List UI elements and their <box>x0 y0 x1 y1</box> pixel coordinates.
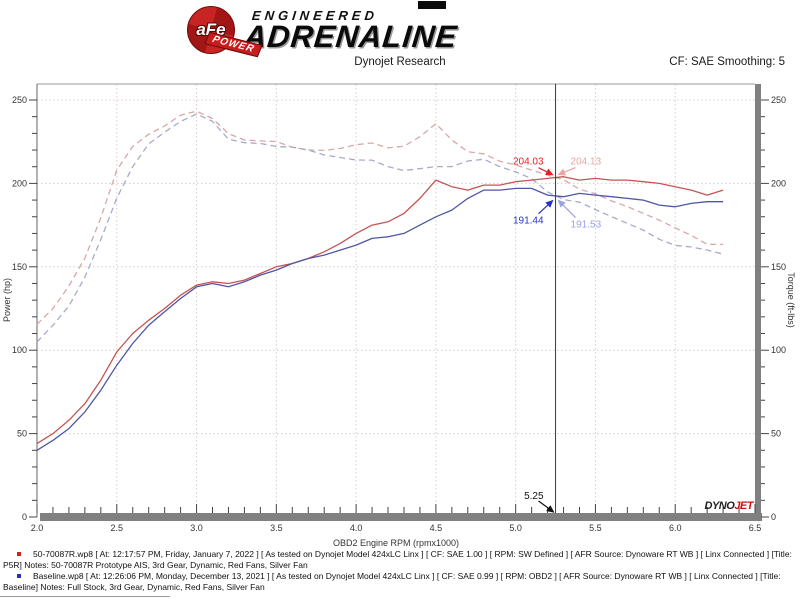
x-tick-label: 3.0 <box>190 523 203 533</box>
x-tick-label: 5.0 <box>509 523 522 533</box>
x-tick-label: 2.0 <box>31 523 44 533</box>
cursor-value-label: 204.13 <box>571 157 602 168</box>
annotation-arrow <box>557 199 576 218</box>
chart-subtitle: Dynojet Research <box>354 56 446 68</box>
y-tick-label-left: 150 <box>12 262 27 272</box>
y-tick-label-right: 50 <box>771 429 781 439</box>
x-tick-label: 6.5 <box>749 523 762 533</box>
y-tick-label-right: 250 <box>771 95 786 105</box>
x-tick-label: 4.5 <box>430 523 443 533</box>
series-dashed <box>36 110 724 325</box>
right-axis-bar <box>755 84 761 521</box>
x-tick-label: 6.0 <box>669 523 682 533</box>
series-dashed <box>36 113 724 343</box>
run2-description: Baseline.wp8 [ At: 12:26:06 PM, Monday, … <box>3 571 781 592</box>
x-tick-label: 3.5 <box>270 523 283 533</box>
axes: 2.0 2.5 3.0 3.5 4.0 4.5 5.0 5.5 6.0 6.5 OBD2 Engin… <box>2 83 796 548</box>
y-axis-title-left: Power (hp) <box>2 278 12 322</box>
y-tick-label-right: 150 <box>771 262 786 272</box>
run-legend: 50-70087R.wp8 [ At: 12:17:57 PM, Friday,… <box>0 549 797 593</box>
curves <box>36 110 724 451</box>
dynojet-logo: DYNOJET <box>705 500 755 512</box>
run1-color-bullet <box>17 552 21 556</box>
x-tick-label: 5.5 <box>589 523 602 533</box>
x-tick-label: 2.5 <box>111 523 124 533</box>
run2-color-bullet <box>17 574 21 578</box>
y-tick-label-left: 50 <box>17 429 27 439</box>
series-solid <box>36 187 724 451</box>
run1-description: 50-70087R.wp8 [ At: 12:17:57 PM, Friday,… <box>3 549 792 570</box>
annotation-arrow <box>538 199 554 215</box>
annotations: 204.03 204.13 191.44 191.53 5.25 <box>513 84 602 513</box>
brand-adrenaline: ADRENALINE <box>242 19 460 54</box>
legend-entry-run2[interactable]: Baseline.wp8 [ At: 12:26:06 PM, Monday, … <box>3 571 797 592</box>
y-tick-label-left: 250 <box>12 95 27 105</box>
bottom-divider <box>0 596 170 597</box>
header: aFe POWER ENGINEERED ADRENALINE Dynojet … <box>0 0 800 76</box>
cursor-value-label: 204.03 <box>513 157 544 168</box>
y-tick-label-left: 100 <box>12 345 27 355</box>
y-tick-label-left: 0 <box>22 512 27 522</box>
series-solid <box>36 176 724 445</box>
cursor-value-label: 191.44 <box>513 216 544 227</box>
grid-lines <box>37 84 755 517</box>
cursor-rpm-label: 5.25 <box>524 491 544 502</box>
x-tick-label: 4.0 <box>350 523 363 533</box>
bottom-axis-bar <box>40 513 762 521</box>
correction-factor-label: CF: SAE Smoothing: 5 <box>669 56 785 68</box>
y-tick-label-right: 100 <box>771 345 786 355</box>
brand-tab-shape <box>418 1 446 9</box>
x-axis-title: OBD2 Engine RPM (rpmx1000) <box>333 538 459 548</box>
y-tick-label-left: 200 <box>12 178 27 188</box>
cursor-rpm-arrow <box>538 500 555 513</box>
legend-entry-run1[interactable]: 50-70087R.wp8 [ At: 12:17:57 PM, Friday,… <box>3 549 797 570</box>
y-tick-label-right: 200 <box>771 178 786 188</box>
y-axis-title-right: Torque (ft-lbs) <box>786 272 796 328</box>
cursor-value-label: 191.53 <box>571 220 602 231</box>
annotation-arrow <box>538 167 554 176</box>
y-tick-label-right: 0 <box>771 512 776 522</box>
annotation-arrow <box>557 166 576 176</box>
